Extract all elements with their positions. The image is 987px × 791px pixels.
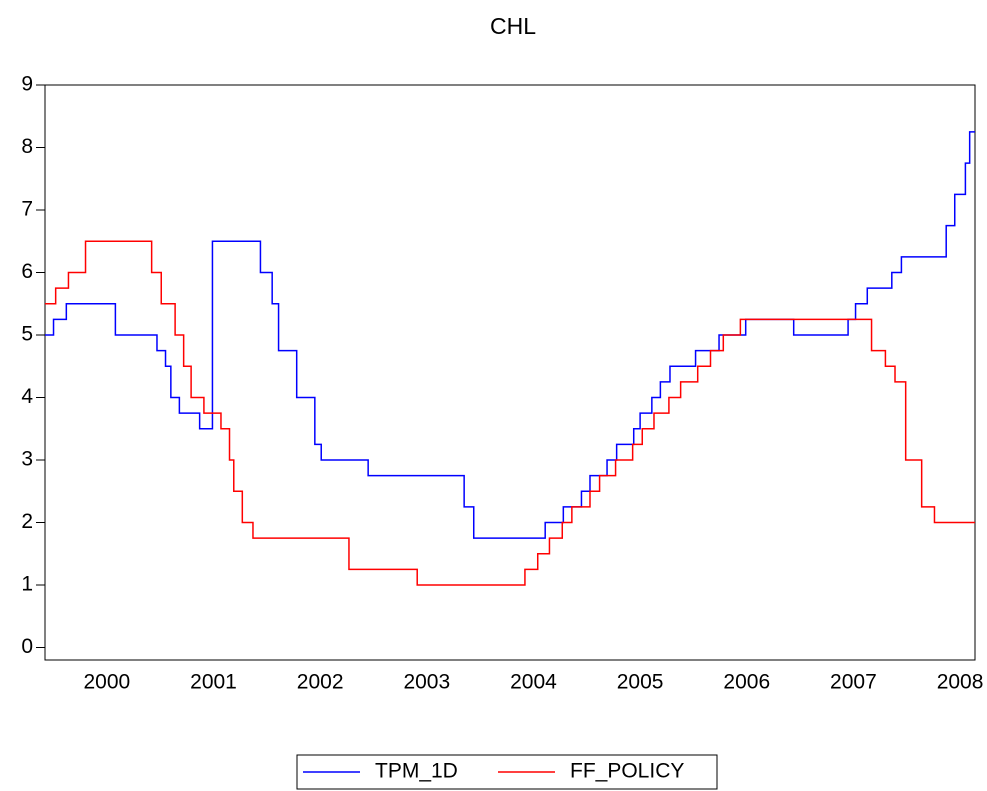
x-tick-label: 2006: [723, 671, 770, 694]
y-tick-label: 2: [21, 510, 33, 533]
y-tick-label: 8: [21, 135, 33, 158]
legend-label: TPM_1D: [375, 760, 458, 783]
x-tick-label: 2003: [403, 671, 450, 694]
y-tick-label: 5: [21, 323, 33, 346]
chart-title: CHL: [490, 13, 536, 39]
series-line: [45, 131, 975, 539]
y-tick-label: 3: [21, 448, 33, 471]
x-tick-label: 2004: [510, 671, 557, 694]
y-tick-label: 7: [21, 198, 33, 221]
x-tick-label: 2000: [83, 671, 130, 694]
plot-frame: [44, 84, 976, 661]
y-tick-label: 6: [21, 260, 33, 283]
x-tick-label: 2008: [937, 671, 984, 694]
legend-label: FF_POLICY: [570, 760, 684, 783]
x-tick-label: 2001: [190, 671, 237, 694]
x-tick-label: 2005: [617, 671, 664, 694]
x-tick-label: 2002: [297, 671, 344, 694]
x-tick-label: 2007: [830, 671, 877, 694]
y-tick-label: 0: [21, 635, 33, 658]
y-tick-label: 9: [21, 73, 33, 96]
y-tick-label: 1: [21, 573, 33, 596]
series-line: [45, 240, 975, 586]
y-tick-label: 4: [21, 385, 33, 408]
